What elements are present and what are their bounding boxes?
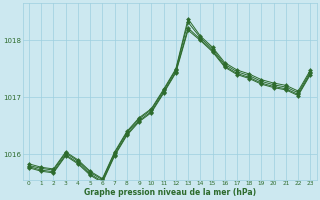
X-axis label: Graphe pression niveau de la mer (hPa): Graphe pression niveau de la mer (hPa) [84, 188, 256, 197]
